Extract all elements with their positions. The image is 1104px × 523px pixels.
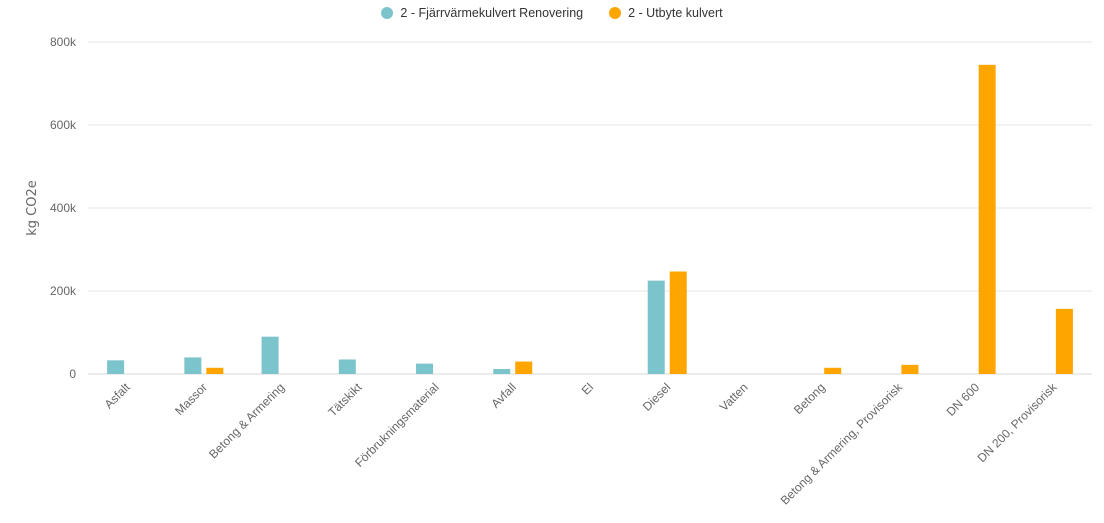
bar-utbyte-11[interactable] — [978, 64, 996, 374]
y-axis-ticks: 0 200k 400k 600k 800k — [50, 35, 77, 381]
x-category-label: Betong — [791, 380, 828, 417]
x-category-label: Vatten — [717, 380, 751, 414]
bar-renovering-7[interactable] — [647, 280, 665, 374]
bar-utbyte-10[interactable] — [901, 364, 919, 374]
legend-label-series-2: 2 - Utbyte kulvert — [628, 6, 723, 20]
y-tick-label: 800k — [50, 35, 77, 49]
bars — [107, 64, 1073, 374]
x-category-label: Diesel — [640, 380, 673, 413]
x-category-label: Asfalt — [102, 380, 134, 412]
x-category-label: Massor — [172, 380, 210, 418]
legend-item-series-2[interactable]: 2 - Utbyte kulvert — [609, 6, 723, 20]
x-category-label: DN 600 — [944, 380, 983, 419]
x-category-label: Betong & Armering, Provisorisk — [778, 380, 906, 508]
x-category-label: DN 200, Provisorisk — [975, 380, 1061, 466]
bar-renovering-2[interactable] — [261, 336, 279, 374]
x-category-label: Betong & Armering — [206, 380, 287, 461]
legend-marker-series-1 — [381, 7, 394, 19]
legend-label-series-1: 2 - Fjärrvärmekulvert Renovering — [400, 6, 584, 20]
y-tick-label: 0 — [69, 367, 76, 381]
bar-utbyte-7[interactable] — [669, 271, 687, 374]
y-tick-label: 200k — [50, 284, 77, 298]
chart-legend: 2 - Fjärrvärmekulvert Renovering 2 - Utb… — [0, 6, 1104, 20]
x-category-label: El — [579, 380, 596, 397]
x-category-label: Avfall — [488, 380, 519, 411]
bar-utbyte-12[interactable] — [1055, 308, 1073, 374]
bar-renovering-1[interactable] — [184, 357, 202, 374]
x-category-label: Tätskikt — [325, 380, 365, 420]
bar-utbyte-5[interactable] — [515, 361, 533, 374]
y-tick-label: 600k — [50, 118, 77, 132]
x-category-label: Förbrukningsmaterial — [352, 380, 442, 470]
bar-utbyte-9[interactable] — [824, 367, 842, 374]
y-axis-title: kg CO2e — [25, 180, 40, 236]
legend-item-series-1[interactable]: 2 - Fjärrvärmekulvert Renovering — [381, 6, 583, 20]
legend-marker-series-2 — [609, 7, 622, 19]
bar-renovering-3[interactable] — [338, 359, 356, 374]
bar-renovering-0[interactable] — [107, 360, 125, 374]
bar-renovering-4[interactable] — [416, 363, 434, 374]
y-tick-label: 400k — [50, 201, 77, 215]
grid-lines — [88, 41, 1092, 375]
bar-renovering-5[interactable] — [493, 369, 511, 374]
bar-utbyte-1[interactable] — [206, 367, 224, 374]
